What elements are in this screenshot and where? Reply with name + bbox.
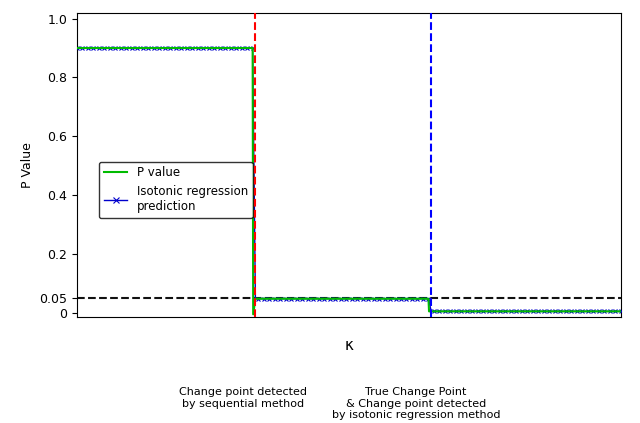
- X-axis label: κ: κ: [344, 338, 353, 353]
- Legend: P value, Isotonic regression
prediction: P value, Isotonic regression prediction: [99, 162, 253, 218]
- Y-axis label: P Value: P Value: [20, 142, 33, 188]
- Text: Change point detected
by sequential method: Change point detected by sequential meth…: [179, 387, 307, 409]
- Text: True Change Point
& Change point detected
by isotonic regression method: True Change Point & Change point detecte…: [332, 387, 500, 420]
